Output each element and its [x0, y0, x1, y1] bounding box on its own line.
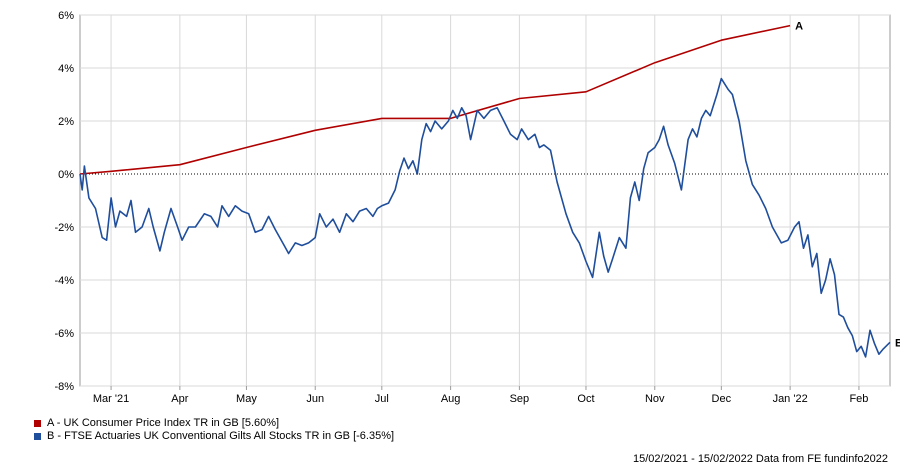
- x-tick-label: Dec: [712, 393, 732, 405]
- x-tick-label: Mar '21: [93, 393, 129, 405]
- x-tick-label: Feb: [849, 393, 868, 405]
- y-tick-label: 0%: [58, 169, 74, 181]
- legend-swatch-a: [34, 420, 41, 427]
- y-tick-label: -2%: [54, 222, 74, 234]
- legend-label-a: A - UK Consumer Price Index TR in GB [5.…: [47, 417, 280, 429]
- plot-area: [79, 14, 891, 387]
- legend-swatch-b: [34, 433, 41, 440]
- series-end-label-a: A: [795, 21, 803, 33]
- x-tick-label: May: [236, 393, 257, 405]
- legend-item-a: A - UK Consumer Price Index TR in GB [5.…: [34, 417, 394, 430]
- y-tick-label: 4%: [58, 63, 74, 75]
- y-tick-label: -8%: [54, 381, 74, 393]
- y-tick-label: 6%: [58, 10, 74, 22]
- chart-legend: A - UK Consumer Price Index TR in GB [5.…: [34, 417, 394, 443]
- line-chart: 6% 4% 2% 0% -2% -4% -6% -8% Mar '21 Apr May Jun Jul A…: [54, 10, 900, 405]
- y-tick-label: 2%: [58, 116, 74, 128]
- chart-footer: 15/02/2021 - 15/02/2022 Data from FE fun…: [632, 453, 888, 465]
- series-end-label-b: B: [895, 337, 900, 349]
- x-tick-label: Nov: [645, 393, 665, 405]
- y-tick-label: -6%: [54, 328, 74, 340]
- series-line-b: [79, 77, 891, 358]
- series-line-a: [79, 24, 791, 175]
- x-tick-label: Jan '22: [773, 393, 808, 405]
- x-tick-label: Aug: [441, 393, 461, 405]
- legend-label-b: B - FTSE Actuaries UK Conventional Gilts…: [47, 430, 395, 442]
- x-tick-label: Jun: [306, 393, 324, 405]
- x-tick-label: Jul: [375, 393, 389, 405]
- y-tick-label: -4%: [54, 275, 74, 287]
- x-tick-label: Apr: [171, 393, 188, 405]
- x-tick-label: Oct: [577, 393, 594, 405]
- legend-item-b: B - FTSE Actuaries UK Conventional Gilts…: [34, 430, 394, 443]
- x-tick-label: Sep: [510, 393, 530, 405]
